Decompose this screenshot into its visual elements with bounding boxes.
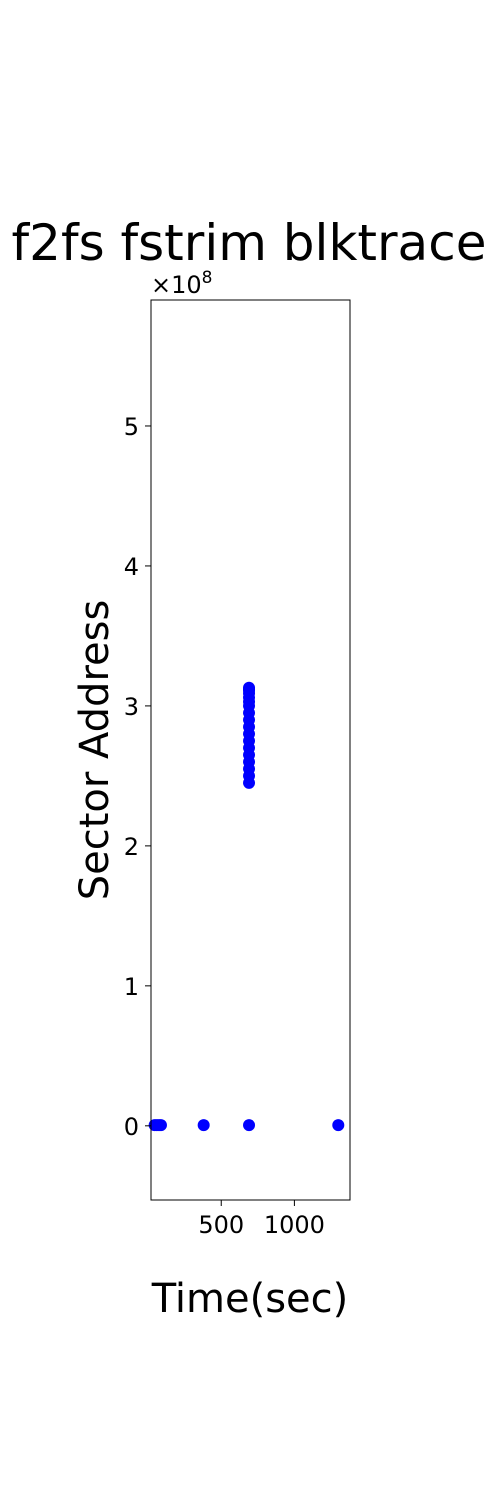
data-point — [332, 1119, 345, 1132]
y-axis-offset-text: ×108 — [151, 268, 212, 299]
y-axis-offset-base: ×10 — [151, 271, 202, 299]
y-tick-label: 0 — [124, 1113, 139, 1141]
plot-area-frame — [150, 299, 351, 1201]
data-point — [154, 1119, 167, 1132]
x-tick-label: 1000 — [264, 1211, 325, 1239]
data-point — [197, 1119, 210, 1132]
y-tick-label: 2 — [124, 833, 139, 861]
chart-title: f2fs fstrim blktrace — [12, 214, 487, 272]
y-axis-label: Sector Address — [72, 600, 118, 901]
y-axis-offset-exponent: 8 — [202, 268, 213, 288]
y-tick-label: 1 — [124, 973, 139, 1001]
y-tick-label: 5 — [124, 413, 139, 441]
data-point — [243, 1119, 256, 1132]
data-point — [243, 681, 256, 694]
x-axis-label: Time(sec) — [151, 1276, 349, 1322]
x-tick-label: 500 — [198, 1211, 244, 1239]
x-axis-ticks: 500 1000 — [198, 1200, 325, 1239]
y-tick-label: 4 — [124, 553, 139, 581]
data-points — [148, 681, 345, 1132]
y-tick-label: 3 — [124, 693, 139, 721]
y-axis-ticks: 0 1 2 3 4 5 — [124, 413, 151, 1141]
